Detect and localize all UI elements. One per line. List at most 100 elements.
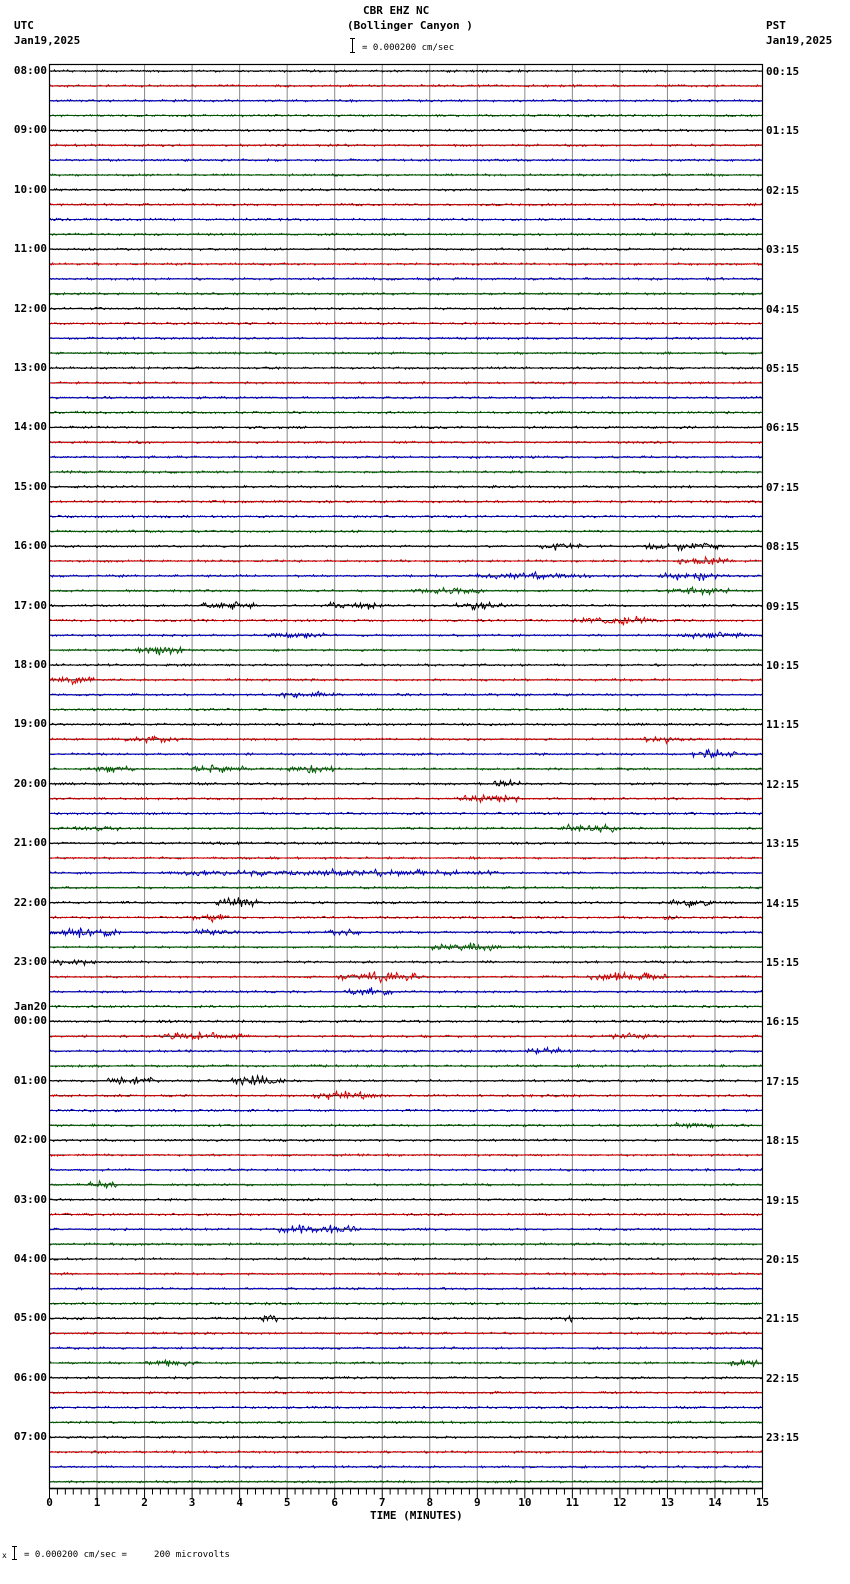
pst-hour-label: 01:15 [766,124,800,138]
pst-hour-label: 22:15 [766,1371,800,1385]
trace-row [49,707,763,712]
trace-row [49,913,763,924]
pst-hour-label: 11:15 [766,718,800,732]
trace-row [49,793,763,805]
x-tick-label: 6 [331,1496,339,1509]
trace-row [49,440,763,445]
trace-row [49,143,763,148]
utc-hour-label: 05:00 [13,1311,47,1325]
left-date: Jan19,2025 [14,34,81,47]
trace-row [49,1420,763,1425]
trace-row [49,1167,763,1173]
trace-row [49,1045,763,1056]
trace-row [49,83,763,89]
x-tick-label: 9 [474,1496,481,1509]
utc-hour-label: 16:00 [13,539,47,553]
x-tick-label: 4 [236,1496,243,1509]
pst-hour-label: 21:15 [766,1312,800,1326]
pst-hour-label: 19:15 [766,1193,800,1207]
trace-row [49,840,763,846]
trace-row [49,631,763,640]
trace-row [49,1121,763,1130]
pst-hour-label: 03:15 [766,243,800,257]
x-tick-label: 8 [426,1496,434,1509]
trace-row [49,425,763,430]
pst-hour-label: 18:15 [766,1134,800,1148]
trace-row [49,1153,763,1158]
footer-scale-bar-icon [12,1546,20,1560]
trace-row [49,499,763,504]
pst-hour-label: 17:15 [766,1074,800,1088]
trace-row [49,690,763,700]
trace-row [49,1358,763,1368]
trace-row [49,158,763,163]
trace-row [49,1030,763,1041]
trace-row [49,336,763,341]
trace-row [49,1449,763,1455]
trace-row [49,202,763,207]
trace-row [49,855,763,861]
pst-hour-label: 20:15 [766,1253,800,1266]
trace-row [49,455,763,460]
pst-hour-label: 14:15 [766,896,800,910]
utc-hour-label: 22:00 [13,895,47,909]
x-tick-label: 13 [660,1496,675,1509]
x-tick-label: 15 [755,1496,770,1509]
utc-hour-label: 11:00 [13,242,47,256]
right-timezone: PST [766,19,786,32]
trace-row [49,585,763,597]
pst-hour-label: 05:15 [766,362,800,375]
trace-row [49,1073,763,1087]
pst-hour-label: 00:15 [766,65,800,78]
utc-hour-label: 02:00 [13,1133,47,1147]
utc-hour-label: 01:00 [13,1073,47,1087]
utc-hour-label: 06:00 [13,1370,47,1384]
trace-row [49,113,763,118]
trace-row [49,1314,763,1324]
trace-row [49,1405,763,1410]
trace-row [49,484,763,489]
trace-row [49,1138,763,1143]
x-tick-label: 0 [46,1496,53,1509]
trace-row [49,1089,763,1100]
trace-row [49,722,763,727]
trace-row [49,942,763,952]
pst-hour-label: 12:15 [766,777,800,791]
pst-hour-label: 13:15 [766,837,800,851]
trace-row [49,1019,763,1024]
trace-row [49,514,763,519]
trace-row [49,410,763,415]
x-tick-label: 5 [283,1496,291,1509]
trace-row [49,172,763,178]
utc-hour-label: 15:00 [13,479,47,493]
utc-hour-label: 19:00 [13,717,47,731]
trace-row [49,555,763,565]
trace-row [49,970,763,984]
pst-hour-label: 04:15 [766,302,800,316]
utc-hour-label: 20:00 [13,776,47,790]
trace-row [49,351,763,356]
utc-hour-label: 13:00 [13,361,47,374]
utc-hour-label: 12:00 [13,301,47,315]
trace-row [49,1224,763,1234]
trace-row [49,1390,763,1395]
trace-row [49,68,763,74]
utc-hour-label: 18:00 [13,658,47,671]
trace-row [49,1197,763,1202]
trace-row [49,232,763,237]
trace-row [49,1256,763,1262]
pst-hour-label: 08:15 [766,540,800,554]
trace-row [49,926,763,938]
trace-row [49,896,763,909]
trace-row [49,1063,763,1069]
x-tick-label: 12 [613,1496,627,1509]
trace-row [49,1271,763,1276]
pst-hour-label: 06:15 [766,421,800,435]
helicorder-plot [48,63,764,1499]
trace-row [49,276,763,282]
x-axis-label: TIME (MINUTES) [370,1509,463,1522]
trace-row [49,291,763,296]
x-tick-label: 7 [378,1496,386,1509]
trace-row [49,1464,763,1470]
utc-hour-label: 23:00 [13,955,47,968]
